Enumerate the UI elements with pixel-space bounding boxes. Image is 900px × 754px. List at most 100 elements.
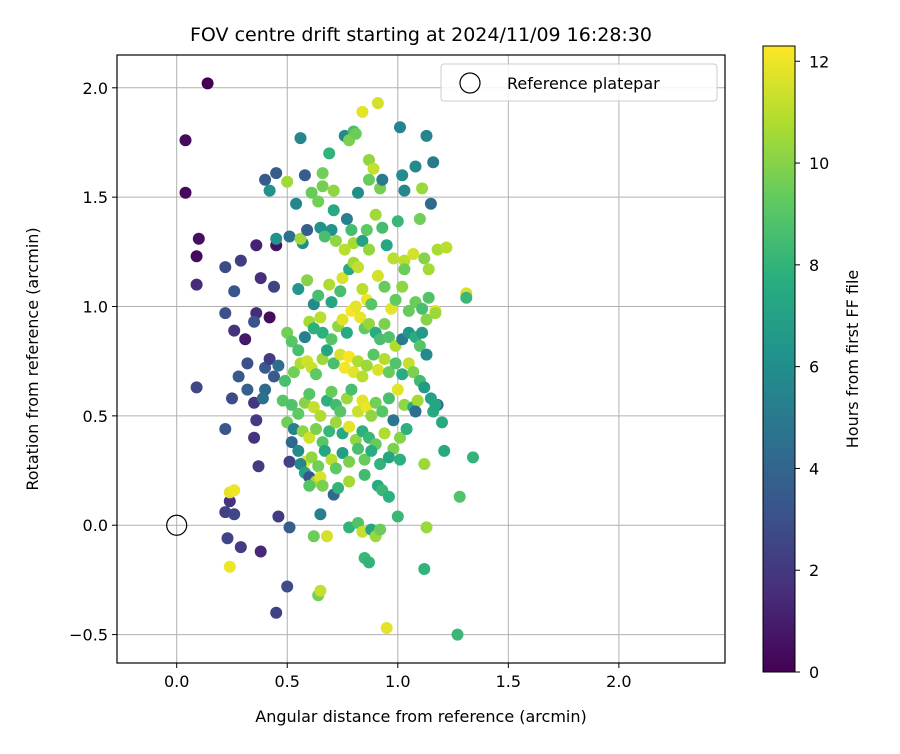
data-point	[376, 405, 389, 418]
data-point	[334, 405, 347, 418]
data-point	[318, 444, 331, 457]
data-point	[371, 269, 384, 282]
colorbar-label: Hours from first FF file	[843, 270, 862, 449]
x-tick-label: 1.0	[385, 672, 410, 691]
data-point	[371, 97, 384, 110]
data-point	[228, 484, 241, 497]
colorbar-tick-label: 6	[809, 358, 819, 377]
data-point	[259, 173, 272, 186]
data-point	[356, 283, 369, 295]
data-point	[305, 186, 318, 199]
data-point	[424, 197, 437, 210]
data-point	[316, 479, 329, 492]
data-point	[352, 186, 364, 199]
data-point	[272, 359, 285, 372]
y-tick-label: −0.5	[69, 626, 108, 645]
data-point	[228, 285, 241, 298]
data-point	[192, 232, 205, 245]
data-point	[369, 396, 382, 409]
data-point	[307, 530, 320, 543]
data-point	[396, 280, 409, 293]
data-point	[314, 584, 327, 597]
data-point	[413, 339, 426, 352]
data-point	[298, 331, 311, 344]
data-point	[409, 405, 422, 418]
data-point	[327, 357, 340, 370]
data-point	[321, 344, 333, 357]
data-point	[354, 311, 367, 324]
data-point	[378, 318, 391, 330]
data-point	[391, 510, 404, 523]
data-point	[358, 453, 371, 466]
data-point	[391, 215, 404, 228]
y-axis-label: Rotation from reference (arcmin)	[23, 227, 42, 490]
data-point	[427, 156, 440, 169]
y-axis-ticks: −0.5 0.0 0.5 1.0 1.5 2.0	[69, 79, 117, 645]
data-point	[301, 274, 314, 287]
data-point	[303, 431, 316, 444]
data-point	[436, 416, 448, 429]
data-point	[239, 333, 252, 346]
data-point	[263, 311, 276, 324]
data-point	[270, 167, 283, 180]
data-point	[380, 622, 393, 634]
data-point	[241, 357, 254, 370]
colorbar-tick-label: 4	[809, 459, 819, 478]
data-point	[294, 232, 307, 245]
colorbar-tick-label: 2	[809, 561, 819, 580]
data-point	[323, 147, 336, 160]
data-point	[378, 280, 391, 293]
data-point	[369, 208, 382, 221]
data-point	[316, 180, 329, 193]
data-point	[407, 366, 420, 379]
data-point	[418, 381, 431, 394]
data-point	[396, 169, 409, 182]
data-point	[190, 278, 203, 291]
data-point	[314, 409, 327, 422]
data-point	[451, 628, 464, 641]
data-point	[287, 366, 300, 379]
data-point	[248, 315, 261, 328]
data-point	[352, 261, 364, 274]
data-point	[376, 221, 389, 234]
data-point	[292, 444, 305, 457]
data-point	[378, 427, 391, 440]
data-point	[367, 348, 380, 361]
chart-title: FOV centre drift starting at 2024/11/09 …	[190, 24, 652, 46]
data-point	[400, 423, 413, 435]
data-point	[250, 414, 263, 427]
data-point	[190, 250, 203, 263]
data-point	[416, 182, 429, 195]
data-point	[263, 353, 276, 365]
data-point	[440, 241, 453, 254]
data-point	[398, 184, 411, 197]
data-point	[371, 363, 384, 376]
data-point	[418, 458, 431, 470]
x-tick-label: 0.0	[164, 672, 189, 691]
data-point	[219, 261, 232, 274]
data-point	[323, 425, 336, 438]
scatter-points	[166, 77, 479, 641]
data-point	[349, 127, 362, 140]
data-point	[321, 530, 333, 543]
colorbar: 0 2 4 6 8 10 12 Hours from first FF file	[762, 45, 862, 682]
data-point	[325, 296, 338, 309]
data-point	[345, 383, 358, 396]
x-tick-label: 1.5	[496, 672, 521, 691]
data-point	[343, 455, 356, 468]
data-point	[420, 348, 433, 361]
data-point	[285, 335, 298, 348]
data-point	[422, 291, 435, 304]
data-point	[418, 252, 431, 265]
data-point	[356, 105, 369, 118]
data-point	[256, 392, 269, 405]
data-point	[358, 468, 371, 481]
data-point	[374, 458, 387, 470]
y-tick-label: 1.0	[83, 298, 108, 317]
data-point	[329, 234, 342, 247]
data-point	[365, 298, 378, 311]
data-point	[391, 383, 404, 396]
data-point	[314, 311, 327, 324]
data-point	[387, 414, 400, 427]
